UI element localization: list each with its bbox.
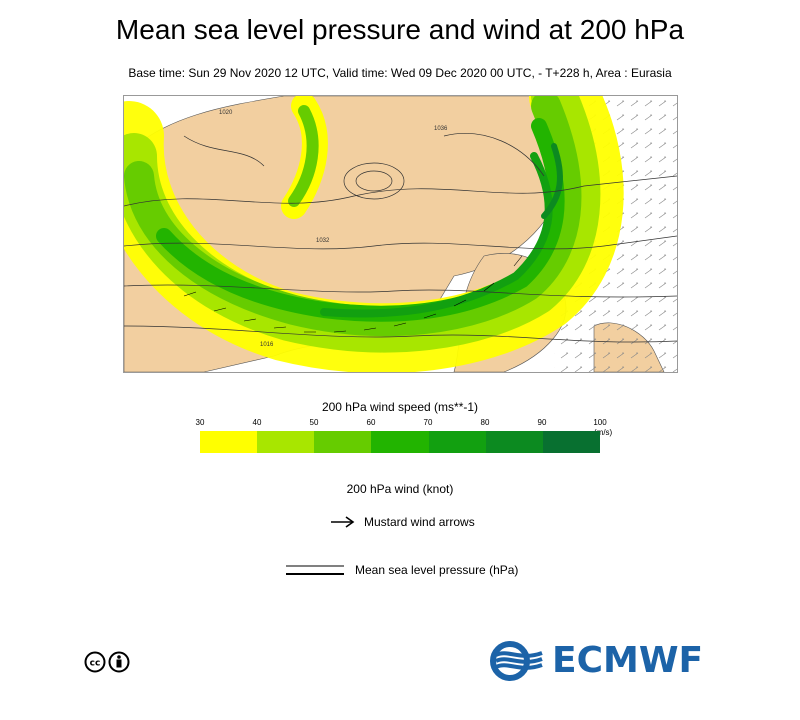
arrow-legend-label: Mustard wind arrows [364, 515, 475, 529]
forecast-map: 1020 1036 1032 1016 [123, 95, 678, 373]
svg-text:cc: cc [90, 659, 101, 669]
cc-by-icon: cc [84, 651, 130, 673]
colorbar-segment [257, 431, 315, 453]
colorbar-title: 200 hPa wind speed (ms**-1) [321, 400, 479, 414]
wind-legend-title: 200 hPa wind (knot) [346, 482, 454, 496]
colorbar-tick: 60 [366, 418, 376, 427]
colorbar-segment [542, 431, 600, 453]
colorbar-tick: 80 [480, 418, 490, 427]
ecmwf-wave-icon [490, 640, 543, 681]
arrow-legend: Mustard wind arrows [330, 515, 475, 529]
colorbar-tick: 30 [195, 418, 205, 427]
colorbar-segment [428, 431, 486, 453]
isobar-label: 1032 [316, 238, 330, 244]
isobar-label: 1020 [219, 110, 233, 116]
page-subtitle: Base time: Sun 29 Nov 2020 12 UTC, Valid… [128, 66, 672, 80]
colorbar-tick: 40 [252, 418, 262, 427]
colorbar-unit: (m/s) [594, 428, 613, 437]
colorbar-segment [485, 431, 543, 453]
colorbar-tick: 50 [309, 418, 319, 427]
colorbar-segment [314, 431, 372, 453]
colorbar-tick: 100 [593, 418, 607, 427]
colorbar-tick: 70 [423, 418, 433, 427]
ecmwf-logo: ECMWF [490, 640, 703, 681]
isobar-label: 1036 [434, 126, 448, 132]
msl-legend: Mean sea level pressure (hPa) [285, 563, 518, 577]
colorbar-segment [200, 431, 258, 453]
colorbar [200, 431, 600, 453]
msl-legend-label: Mean sea level pressure (hPa) [355, 563, 519, 577]
colorbar-tick: 90 [537, 418, 547, 427]
logo-text: ECMWF [552, 640, 704, 681]
isobar-label: 1016 [260, 342, 274, 348]
colorbar-segment [371, 431, 429, 453]
arrow-right-icon [331, 516, 355, 528]
isobar-lines-icon [286, 565, 344, 575]
page-title: Mean sea level pressure and wind at 200 … [115, 14, 685, 45]
